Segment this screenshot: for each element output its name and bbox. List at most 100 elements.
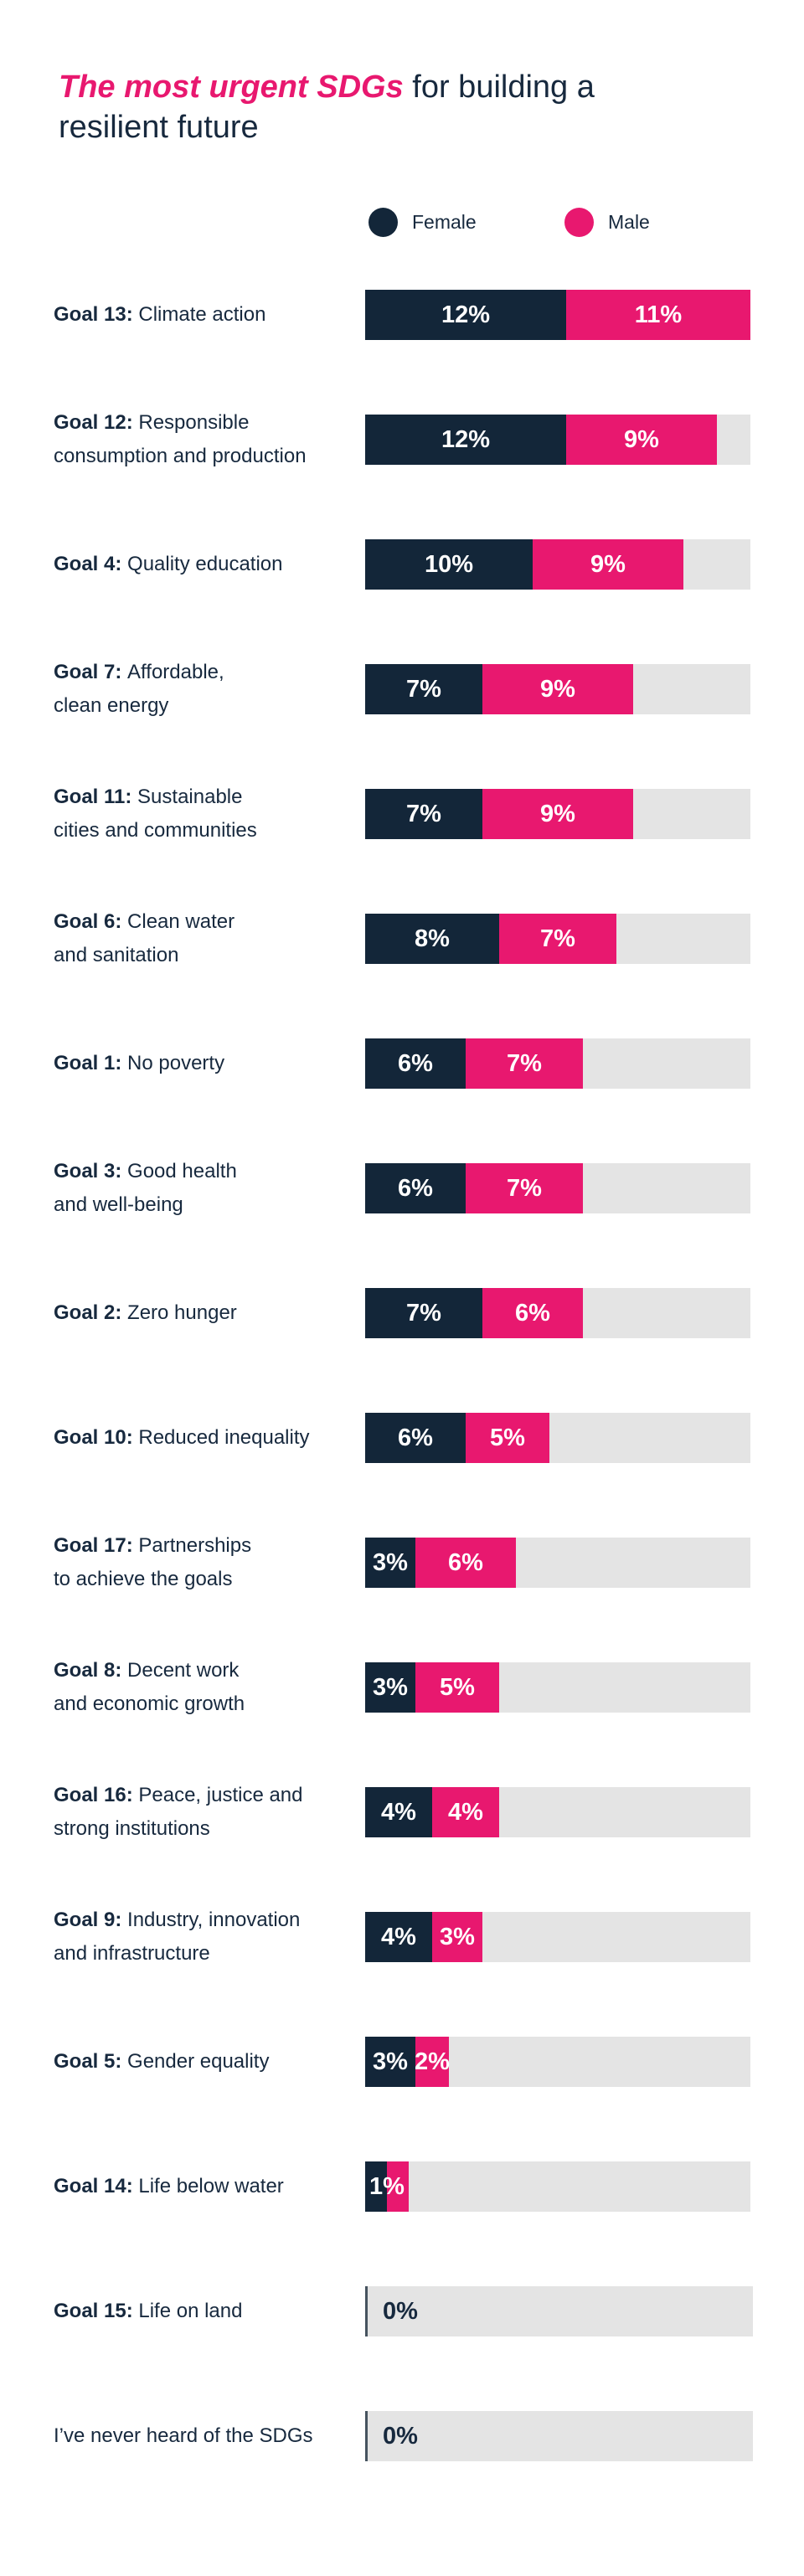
bar-track: 10% 9%	[365, 539, 750, 590]
legend-label-female: Female	[412, 211, 477, 233]
female-bar-segment	[365, 2161, 387, 2212]
female-value-label: 7%	[406, 1299, 441, 1327]
male-bar-segment: 7%	[466, 1163, 583, 1213]
title-rest: for building a	[403, 70, 595, 105]
chart-row: Goal 7: Affordable, clean energy 7% 9%	[0, 661, 804, 717]
row-label-goal-number: Goal 7:	[54, 661, 128, 683]
row-label-goal-number: Goal 5:	[54, 2050, 128, 2073]
row-label-goal-number: Goal 4:	[54, 553, 128, 575]
bar-track: 6% 5%	[365, 1413, 750, 1463]
bar-track: 3% 2%	[365, 2037, 750, 2087]
female-bar-segment: 7%	[365, 789, 482, 839]
bar-track: 3% 6%	[365, 1538, 750, 1588]
row-label: Goal 9: Industry, innovation and infrastr…	[54, 1909, 301, 1965]
male-bar-segment: 3%	[432, 1912, 482, 1962]
row-label-goal-number: Goal 13:	[54, 303, 139, 326]
female-bar-segment: 4%	[365, 1912, 432, 1962]
chart-row: Goal 15: Life on land 0%	[0, 2286, 804, 2336]
female-bar-segment: 12%	[365, 415, 566, 465]
female-bar-segment: 3%	[365, 1662, 415, 1713]
male-bar-segment: 9%	[482, 789, 633, 839]
female-bar-segment: 7%	[365, 1288, 482, 1338]
row-label: Goal 12: Responsible consumption and prod…	[54, 411, 307, 467]
bar-track: 7% 9%	[365, 664, 750, 714]
bar-track: 6% 7%	[365, 1163, 750, 1213]
row-label: Goal 7: Affordable, clean energy	[54, 661, 224, 717]
male-bar-segment: 9%	[533, 539, 683, 590]
female-value-label: 12%	[441, 425, 491, 453]
chart-row: Goal 12: Responsible consumption and prod…	[0, 411, 804, 467]
male-bar-segment: 4%	[432, 1787, 499, 1837]
bar-track: 12% 9%	[365, 415, 750, 465]
female-value-label: 7%	[406, 675, 441, 703]
row-label: Goal 14: Life below water	[54, 2175, 284, 2197]
female-value-label: 6%	[398, 1174, 433, 1202]
row-label-goal-number: Goal 6:	[54, 910, 128, 933]
female-value-label: 3%	[373, 2048, 408, 2075]
male-value-label: 4%	[448, 1798, 483, 1826]
chart-row: Goal 14: Life below water 1%	[0, 2161, 804, 2212]
row-label-goal-number: Goal 1:	[54, 1052, 128, 1074]
chart-row: Goal 2: Zero hunger 7% 6%	[0, 1288, 804, 1338]
bar-track: 7% 6%	[365, 1288, 750, 1338]
bar-track: 4% 4%	[365, 1787, 750, 1837]
female-bar-segment: 4%	[365, 1787, 432, 1837]
female-value-label: 3%	[373, 1673, 408, 1701]
legend-item-male: Male	[564, 208, 650, 237]
male-bar-segment: 5%	[466, 1413, 549, 1463]
chart-row: Goal 17: Partnerships to achieve the goal…	[0, 1534, 804, 1590]
title-highlight: The most urgent SDGs	[59, 70, 404, 105]
chart-row: Goal 11: Sustainable cities and communiti…	[0, 786, 804, 842]
male-bar-segment: 2%	[415, 2037, 450, 2087]
female-bar-segment: 6%	[365, 1413, 466, 1463]
male-value-label: 5%	[490, 1424, 525, 1451]
female-value-label: 4%	[381, 1798, 416, 1826]
row-label: Goal 11: Sustainable cities and communiti…	[54, 786, 257, 842]
row-label: Goal 15: Life on land	[54, 2300, 243, 2322]
male-value-label: 9%	[590, 550, 626, 578]
male-value-label: 2%	[415, 2048, 450, 2075]
male-value-label: 7%	[507, 1049, 542, 1077]
bar-track: 4% 3%	[365, 1912, 750, 1962]
chart-row: Goal 3: Good health and well-being 6% 7%	[0, 1160, 804, 1216]
row-label-goal-number: Goal 16:	[54, 1784, 139, 1806]
row-label-goal-number: Goal 11:	[54, 786, 138, 808]
female-value-label: 1%	[369, 2172, 405, 2200]
female-bar-segment: 12%	[365, 290, 566, 340]
female-bar-segment: 8%	[365, 914, 499, 964]
male-bar-segment: 9%	[482, 664, 633, 714]
male-bar-segment: 7%	[466, 1038, 583, 1089]
male-value-label: 7%	[540, 925, 575, 952]
chart-row: Goal 4: Quality education 10% 9%	[0, 539, 804, 590]
row-label-goal-number: Goal 14:	[54, 2175, 139, 2197]
row-label-goal-number: Goal 8:	[54, 1659, 128, 1682]
row-label: Goal 17: Partnerships to achieve the goal…	[54, 1534, 252, 1590]
row-label: Goal 2: Zero hunger	[54, 1301, 237, 1324]
male-value-label: 3%	[440, 1923, 475, 1950]
row-label-goal-number: Goal 12:	[54, 411, 139, 434]
female-value-label: 6%	[398, 1049, 433, 1077]
row-label: Goal 5: Gender equality	[54, 2050, 270, 2073]
chart-row: Goal 9: Industry, innovation and infrastr…	[0, 1909, 804, 1965]
female-value-label: 7%	[406, 800, 441, 827]
male-bar-segment: 7%	[499, 914, 616, 964]
row-label: Goal 3: Good health and well-being	[54, 1160, 237, 1216]
male-bar-segment: 6%	[415, 1538, 516, 1588]
male-value-label: 7%	[507, 1174, 542, 1202]
bar-track: 3% 5%	[365, 1662, 750, 1713]
chart-row: Goal 1: No poverty 6% 7%	[0, 1038, 804, 1089]
row-label-goal-number: Goal 3:	[54, 1160, 128, 1182]
female-bar-segment: 6%	[365, 1038, 466, 1089]
row-label: Goal 4: Quality education	[54, 553, 283, 575]
legend-item-female: Female	[368, 208, 477, 237]
zero-value-label: 0%	[383, 2422, 418, 2450]
male-bar-segment: 5%	[415, 1662, 499, 1713]
female-bar-segment: 3%	[365, 2037, 415, 2087]
male-value-label: 5%	[440, 1673, 475, 1701]
row-label: Goal 16: Peace, justice and strong instit…	[54, 1784, 303, 1840]
male-value-label: 9%	[624, 425, 659, 453]
row-label-goal-number: Goal 9:	[54, 1909, 128, 1931]
chart-row: I’ve never heard of the SDGs 0%	[0, 2411, 804, 2461]
female-bar-segment: 7%	[365, 664, 482, 714]
row-label-goal-number: Goal 2:	[54, 1301, 128, 1324]
